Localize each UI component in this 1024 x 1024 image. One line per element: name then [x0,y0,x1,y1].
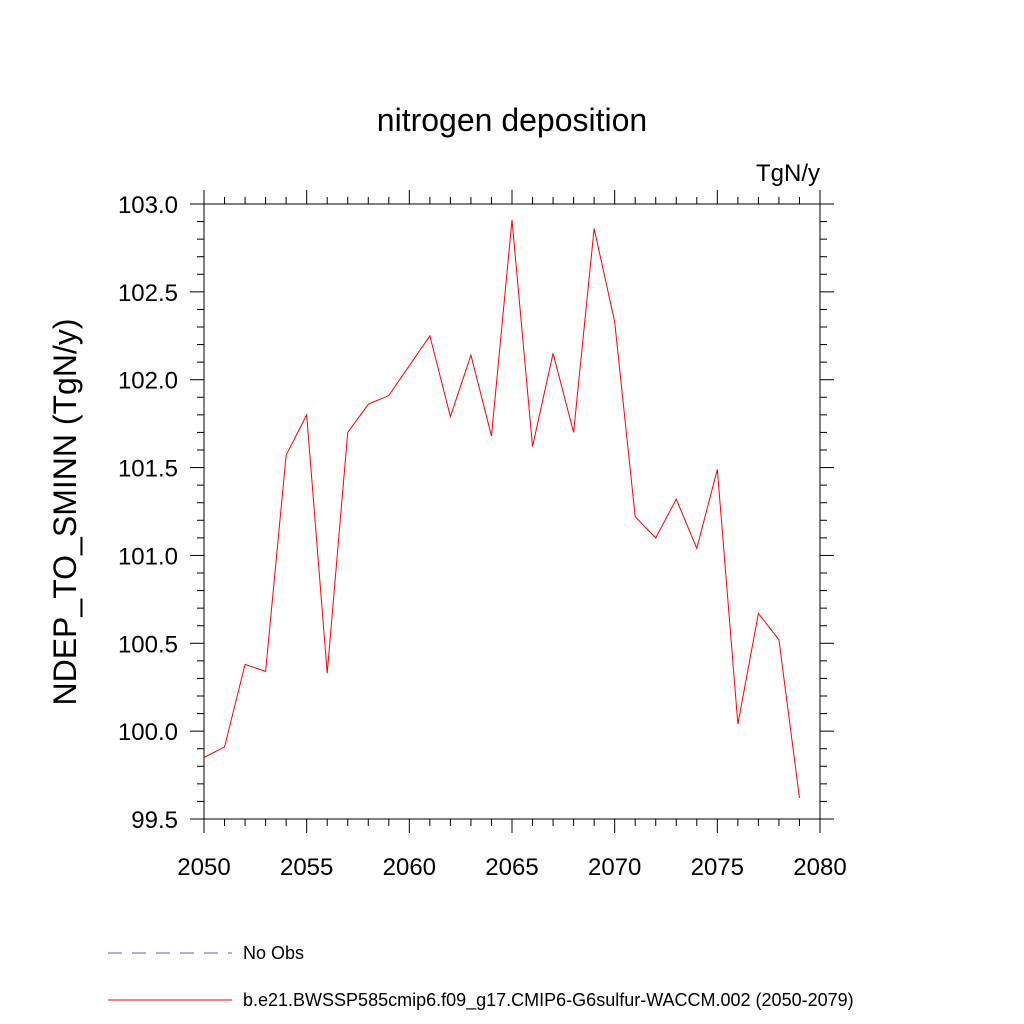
series-group [203,219,800,798]
x-tick-label: 2075 [691,854,744,881]
y-tick-labels: 99.5 100.0 100.5 101.0 101.5 102.0 102.5 103.0 [118,192,178,834]
x-tick-label: 2070 [588,854,641,881]
y-tick-label: 103.0 [118,192,178,219]
y-axis-label: NDEP_TO_SMINN (TgN/y) [47,318,83,705]
y-tick-label: 102.0 [118,368,178,395]
x-tick-label: 2080 [793,854,846,881]
plot-frame [203,203,821,820]
x-tick-label: 2055 [280,854,333,881]
x-tick-label: 2050 [177,854,230,881]
axis-ticks [190,190,834,833]
x-tick-label: 2060 [383,854,436,881]
legend: No Obs b.e21.BWSSP585cmip6.f09_g17.CMIP6… [108,943,854,1011]
y-tick-label: 101.0 [118,543,178,570]
x-tick-label: 2065 [485,854,538,881]
chart-title: nitrogen deposition [377,102,647,138]
legend-label-no-obs: No Obs [243,943,304,963]
y-tick-label: 99.5 [131,807,178,834]
y-tick-label: 101.5 [118,456,178,483]
y-tick-label: 100.0 [118,719,178,746]
y-tick-label: 100.5 [118,631,178,658]
series-line [203,219,800,798]
y-tick-label: 102.5 [118,280,178,307]
x-tick-labels: 2050 2055 2060 2065 2070 2075 2080 [177,854,846,881]
units-label: TgN/y [756,160,820,187]
legend-label-model-run: b.e21.BWSSP585cmip6.f09_g17.CMIP6-G6sulf… [243,990,854,1011]
